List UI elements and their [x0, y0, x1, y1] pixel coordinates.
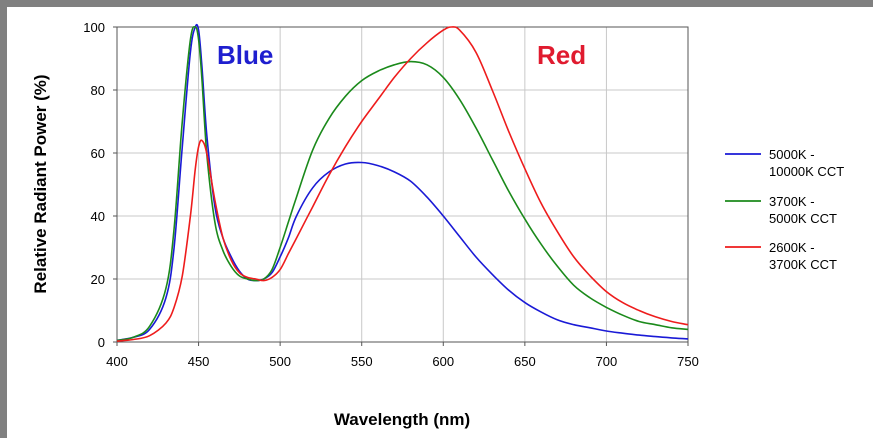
legend-label-0-line-1: 10000K CCT — [769, 164, 844, 179]
y-axis-title: Relative Radiant Power (%) — [31, 74, 50, 293]
chart-panel: 400 450 500 550 600 650 700 750 0 20 40 60 80 100 Wav… — [7, 7, 873, 438]
y-tick-label-60: 60 — [91, 146, 105, 161]
series-lines — [116, 23, 689, 342]
legend-label-0-line-0: 5000K - — [769, 147, 815, 162]
x-tick-label-750: 750 — [677, 354, 699, 369]
x-tick-label-550: 550 — [351, 354, 373, 369]
legend-label-2-line-0: 2600K - — [769, 240, 815, 255]
plot-area — [116, 26, 689, 343]
x-tick-label-600: 600 — [432, 354, 454, 369]
tick-labels: 400 450 500 550 600 650 700 750 0 20 40 60 80 100 — [83, 20, 699, 369]
legend-label-1-line-1: 5000K CCT — [769, 211, 837, 226]
x-tick-label-650: 650 — [514, 354, 536, 369]
x-tick-label-450: 450 — [188, 354, 210, 369]
legend: 5000K - 10000K CCT 3700K - 5000K CCT 2600K -… — [725, 147, 844, 272]
legend-label-2-line-1: 3700K CCT — [769, 257, 837, 272]
y-tick-label-80: 80 — [91, 83, 105, 98]
spectral-power-chart: 400 450 500 550 600 650 700 750 0 20 40 60 80 100 Wav… — [31, 20, 844, 429]
series-line-0 — [116, 23, 689, 342]
legend-label-1-line-0: 3700K - — [769, 194, 815, 209]
y-tick-label-40: 40 — [91, 209, 105, 224]
annotation-blue: Blue — [217, 40, 273, 70]
x-axis-title: Wavelength (nm) — [334, 410, 470, 429]
grid-lines — [117, 27, 688, 342]
y-tick-label-100: 100 — [83, 20, 105, 35]
x-tick-label-400: 400 — [106, 354, 128, 369]
y-tick-label-20: 20 — [91, 272, 105, 287]
x-tick-label-500: 500 — [269, 354, 291, 369]
series-line-2 — [116, 26, 689, 342]
x-tick-label-700: 700 — [596, 354, 618, 369]
annotation-red: Red — [537, 40, 586, 70]
y-tick-label-0: 0 — [98, 335, 105, 350]
series-line-1 — [116, 25, 689, 342]
